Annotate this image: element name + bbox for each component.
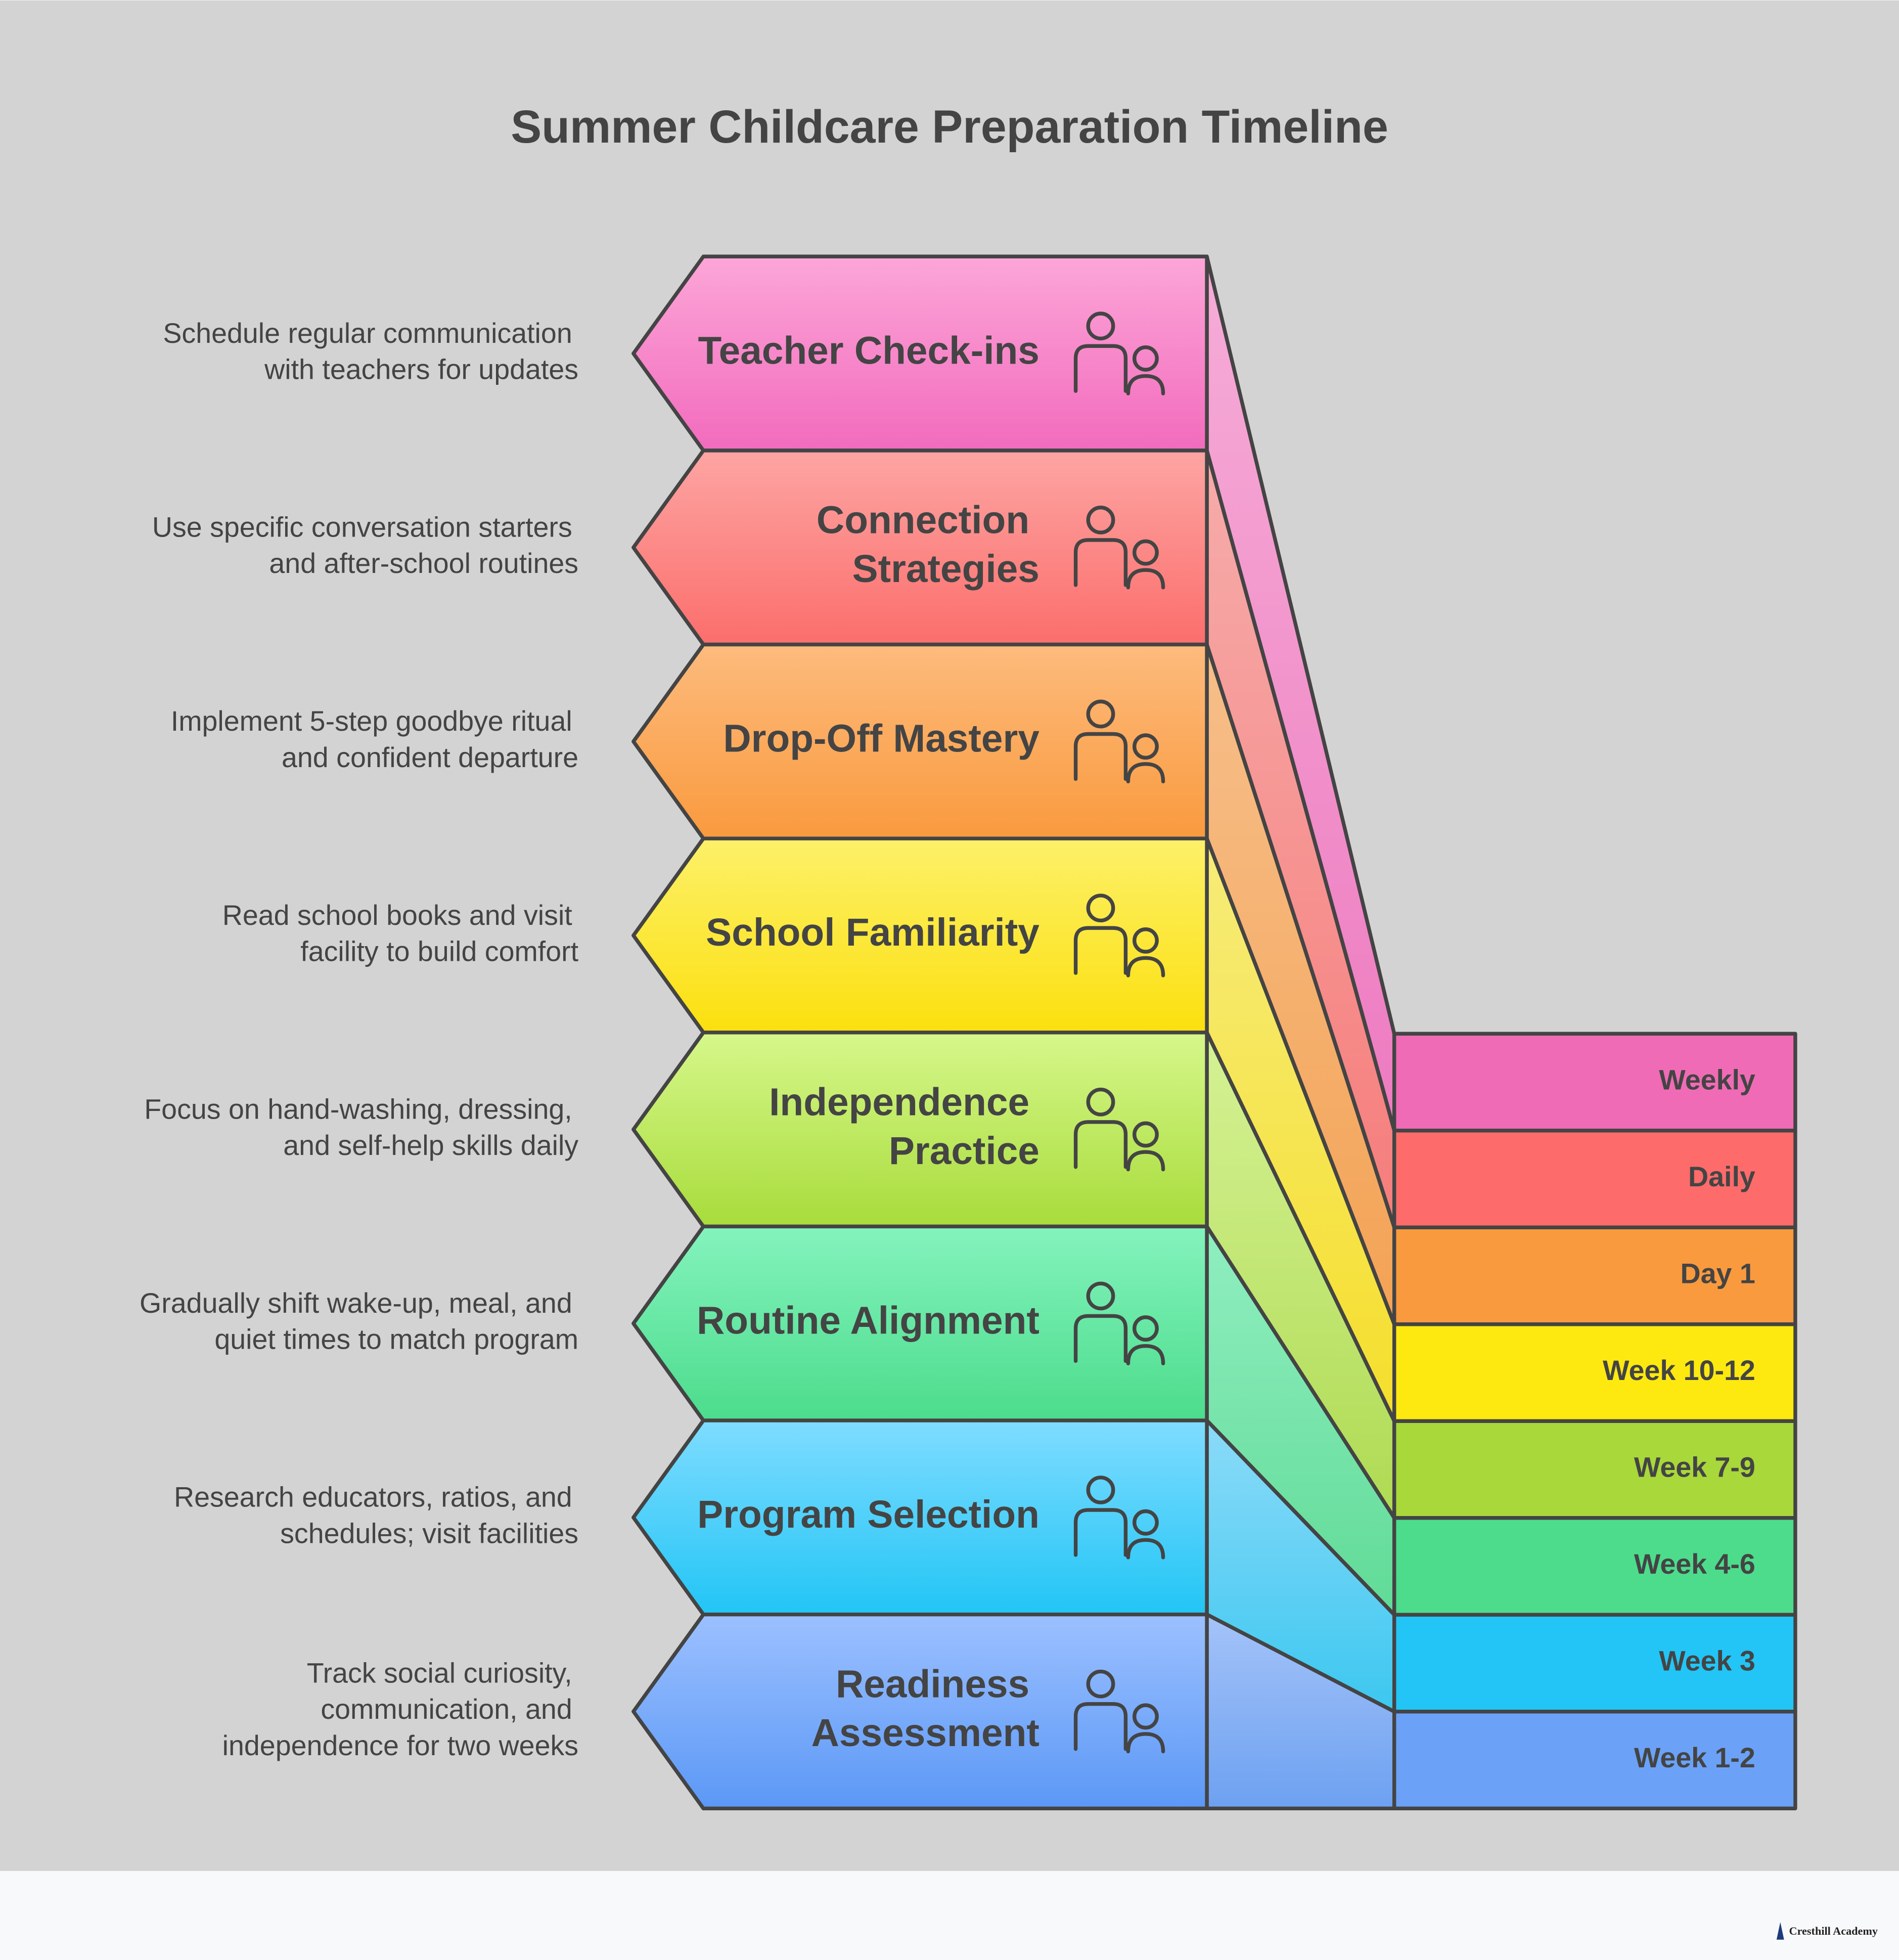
timing-box	[1392, 1419, 1797, 1520]
step-icon	[1073, 699, 1165, 784]
step-arrow	[631, 642, 1209, 840]
step-label: Assessment	[811, 1712, 1039, 1755]
step-description: and self-help skills daily	[283, 1130, 578, 1161]
step-description: Gradually shift wake-up, meal, and	[140, 1287, 572, 1319]
step-description: Focus on hand-washing, dressing,	[144, 1093, 572, 1125]
timing-box	[1392, 1613, 1797, 1714]
step-label: Practice	[889, 1130, 1039, 1173]
step-arrow	[631, 1224, 1209, 1422]
step-arrow	[631, 1612, 1209, 1811]
timing-label: Week 7-9	[1634, 1452, 1755, 1483]
step-description: quiet times to match program	[214, 1324, 578, 1355]
step-description: facility to build comfort	[300, 936, 578, 967]
timing-label: Week 10-12	[1603, 1355, 1755, 1386]
step-description: Read school books and visit	[222, 900, 573, 931]
step-description: and after-school routines	[269, 548, 578, 579]
step-arrow	[631, 1418, 1209, 1617]
timing-label: Week 1-2	[1634, 1742, 1755, 1773]
title: Summer Childcare Preparation Timeline	[511, 101, 1388, 153]
step-icon	[1073, 894, 1165, 977]
step-label: Strategies	[852, 548, 1039, 591]
step-label: Connection	[817, 499, 1029, 542]
step-description: Use specific conversation starters	[152, 512, 572, 543]
timing-box	[1392, 1129, 1797, 1229]
step-arrow	[631, 1031, 1209, 1229]
step-description: Schedule regular communication	[163, 318, 572, 349]
step-description: and confident departure	[282, 742, 578, 773]
step-description: Implement 5-step goodbye ritual	[171, 705, 572, 737]
step-description: with teachers for updates	[264, 354, 578, 385]
step-arrow	[631, 254, 1209, 453]
timing-label: Week 3	[1659, 1645, 1755, 1677]
step-description: communication, and	[321, 1694, 572, 1725]
timing-label: Daily	[1688, 1161, 1755, 1192]
step-icon	[1073, 1476, 1165, 1560]
step-label: Teacher Check-ins	[698, 329, 1039, 372]
step-arrow	[631, 449, 1209, 647]
step-icon	[1073, 1281, 1165, 1366]
step-arrow	[631, 836, 1209, 1035]
step-description: independence for two weeks	[222, 1730, 578, 1761]
step-description: schedules; visit facilities	[280, 1518, 578, 1549]
step-description: Track social curiosity,	[307, 1658, 572, 1689]
step-icon	[1073, 505, 1165, 590]
logo	[1776, 1922, 1784, 1940]
timing-box	[1392, 1225, 1797, 1326]
step-icon	[1073, 1087, 1165, 1172]
step-label: Drop-Off Mastery	[723, 718, 1039, 761]
timeline: Weekly Teacher Check-ins Schedule regular …	[140, 254, 1797, 1811]
step-description: Research educators, ratios, and	[174, 1482, 572, 1513]
step-label: Independence	[769, 1081, 1029, 1124]
timing-box	[1392, 1032, 1797, 1133]
timing-label: Weekly	[1659, 1064, 1755, 1096]
timing-label: Day 1	[1681, 1258, 1755, 1289]
step-label: Readiness	[836, 1663, 1029, 1706]
footer-brand: Cresthill Academy	[1789, 1925, 1878, 1937]
step-icon	[1073, 311, 1165, 395]
step-label: Program Selection	[697, 1493, 1039, 1536]
timing-box	[1392, 1710, 1797, 1811]
step-label: Routine Alignment	[697, 1299, 1039, 1342]
timing-label: Week 4-6	[1634, 1548, 1755, 1580]
step-label: School Familiarity	[706, 911, 1039, 954]
step-icon	[1073, 1669, 1165, 1754]
